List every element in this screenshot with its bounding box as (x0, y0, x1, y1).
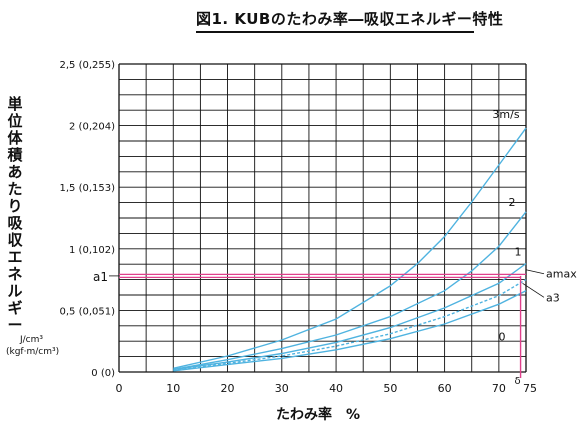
series-line (173, 127, 527, 369)
tick-labels: 0 10 20 30 40 50 60 70 750 (0)0,5 (0,051)1 (0,10… (59, 60, 577, 395)
series-label: 1 (515, 246, 522, 259)
y-tick-label: 0,5 (0,051) (59, 306, 115, 317)
a3-label: a3 (546, 291, 560, 304)
series-line (173, 290, 527, 372)
x-tick-label: 20 (221, 382, 235, 395)
y-tick-label: 2,5 (0,255) (59, 60, 115, 71)
x-tick-label: 50 (383, 382, 397, 395)
annotations (109, 269, 545, 378)
x-tick-label: 60 (438, 382, 452, 395)
series-label: 3m/s (492, 108, 519, 121)
a3-leader (522, 282, 545, 298)
y-axis-label: 単位体積あたり吸収エネルギー (7, 95, 23, 334)
amax-leader (525, 269, 545, 275)
y-unit-kgf: (kgf·m/cm³) (6, 347, 60, 357)
x-axis-label: たわみ率 % (276, 407, 361, 423)
y-tick-label: 0 (0) (91, 368, 115, 379)
y-unit-si: J/cm³ (20, 335, 44, 345)
a1-label: a1 (93, 270, 108, 284)
series-label: 0 (499, 331, 506, 344)
x-tick-label: 30 (275, 382, 289, 395)
x-tick-label: 75 (523, 382, 537, 395)
x-tick-label: 10 (166, 382, 180, 395)
y-tick-label: 1 (0,102) (69, 245, 115, 256)
grid (118, 63, 527, 373)
chart-title: 図1. KUBのたわみ率―吸収エネルギー特性 (196, 10, 504, 28)
series-label: 2 (509, 196, 516, 209)
y-tick-label: 1,5 (0,153) (59, 183, 115, 194)
series-line (173, 263, 527, 371)
amax-label: amax (546, 268, 577, 281)
series-line (173, 278, 527, 372)
delta-label: δ (515, 376, 521, 387)
curves (173, 127, 527, 372)
x-tick-label: 70 (492, 382, 506, 395)
series-line (173, 211, 527, 371)
x-tick-label: 0 (116, 382, 123, 395)
y-tick-label: 2 (0,204) (69, 122, 115, 133)
title-underline (196, 31, 474, 33)
x-tick-label: 40 (329, 382, 343, 395)
